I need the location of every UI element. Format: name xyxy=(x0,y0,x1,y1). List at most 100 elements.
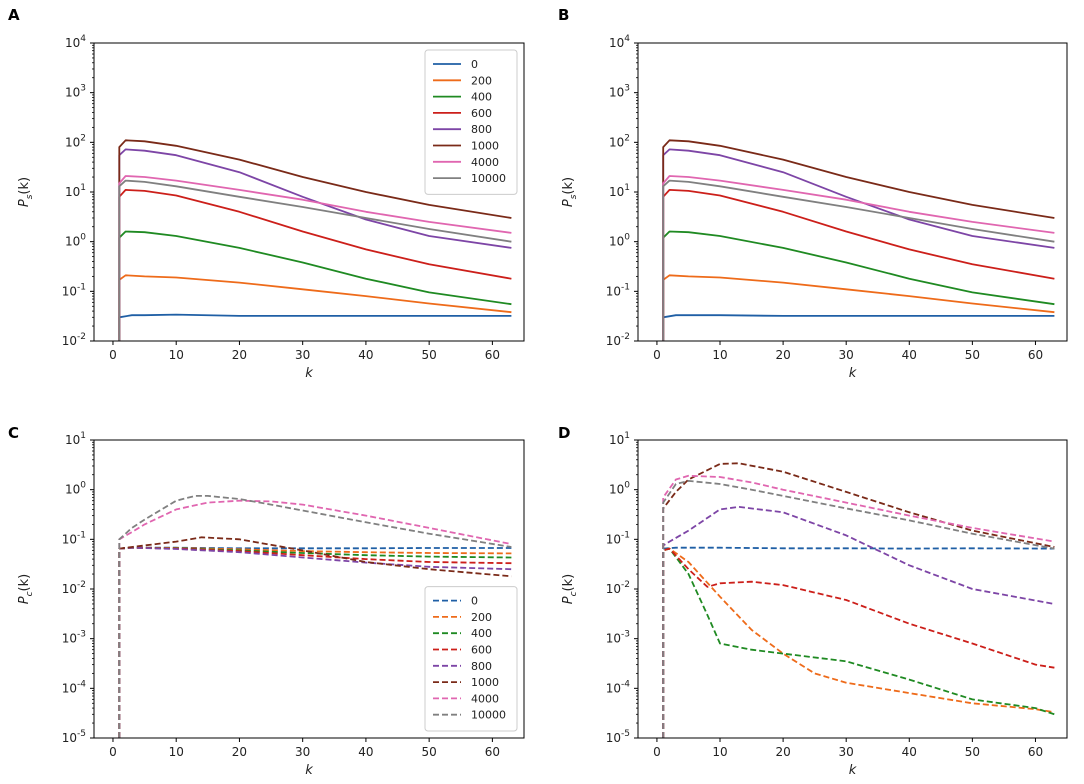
x-tick-label: 30 xyxy=(839,348,854,362)
legend-label-0: 0 xyxy=(471,58,478,71)
y-tick-label: 10-5 xyxy=(606,729,630,745)
y-tick-label: 101 xyxy=(65,431,86,447)
legend-label-600: 600 xyxy=(471,644,492,657)
series-group-c xyxy=(118,494,512,738)
y-tick-label: 101 xyxy=(609,183,630,199)
y-tick-label: 10-1 xyxy=(62,530,86,546)
x-tick-label: 60 xyxy=(485,348,500,362)
legend: 0 200 400 600 800 1000 4000 10000 xyxy=(424,49,518,195)
series-line-400 xyxy=(662,230,1055,341)
legend-label-800: 800 xyxy=(471,123,492,136)
x-axis-label: k xyxy=(849,763,857,778)
x-axis-label: k xyxy=(305,763,313,778)
y-axis-label: Ps(k) xyxy=(17,177,35,207)
legend-label-4000: 4000 xyxy=(471,156,499,169)
series-line-10000 xyxy=(662,179,1055,341)
legend-label-800: 800 xyxy=(471,660,492,673)
y-axis-label: Pc(k) xyxy=(561,574,579,604)
y-tick-label: 101 xyxy=(65,183,86,199)
x-tick-label: 60 xyxy=(485,745,500,759)
x-tick-label: 30 xyxy=(839,745,854,759)
legend-label-10000: 10000 xyxy=(471,172,506,185)
y-axis-label: Pc(k) xyxy=(17,574,35,604)
series-line-0 xyxy=(118,313,512,341)
x-tick-label: 20 xyxy=(232,348,247,362)
x-axis-label: k xyxy=(849,366,857,381)
panel-label-d: D xyxy=(558,424,570,442)
x-tick-label: 40 xyxy=(358,745,373,759)
series-group-d xyxy=(662,462,1055,738)
legend-label-200: 200 xyxy=(471,611,492,624)
legend-label-0: 0 xyxy=(471,595,478,608)
series-line-200 xyxy=(118,274,512,341)
x-tick-label: 10 xyxy=(712,348,727,362)
panel-a: A 0 10 20 30 40 50 60 10-2 10-1 100 101 102 103 104 k Ps… xyxy=(8,6,525,381)
y-tick-label: 10-3 xyxy=(606,630,630,646)
series-line-1000 xyxy=(662,462,1055,738)
y-tick-label: 102 xyxy=(65,133,86,149)
series-line-800 xyxy=(662,505,1055,738)
y-tick-label: 10-3 xyxy=(62,630,86,646)
x-tick-label: 30 xyxy=(295,745,310,759)
x-tick-label: 20 xyxy=(232,745,247,759)
y-tick-label: 10-2 xyxy=(606,580,630,596)
y-tick-label: 104 xyxy=(609,34,630,50)
series-line-600 xyxy=(662,188,1055,341)
x-tick-label: 10 xyxy=(169,745,184,759)
x-tick-label: 0 xyxy=(109,348,117,362)
x-tick-label: 50 xyxy=(422,348,437,362)
y-tick-label: 100 xyxy=(65,233,86,249)
legend-label-600: 600 xyxy=(471,107,492,120)
x-tick-label: 10 xyxy=(169,348,184,362)
x-tick-label: 40 xyxy=(902,348,917,362)
axes-frame xyxy=(637,439,1068,739)
legend-label-1000: 1000 xyxy=(471,676,499,689)
series-line-4000 xyxy=(118,499,512,738)
legend-label-200: 200 xyxy=(471,74,492,87)
y-tick-label: 10-4 xyxy=(62,679,87,695)
panel-d: D 0 10 20 30 40 50 60 10-5 10-4 10-3 10-2 10-1 100 101… xyxy=(558,424,1068,778)
series-line-10000 xyxy=(118,494,512,738)
x-tick-label: 50 xyxy=(965,348,980,362)
legend-label-10000: 10000 xyxy=(471,709,506,722)
panel-label-c: C xyxy=(8,424,19,442)
series-line-10000 xyxy=(118,179,512,341)
y-tick-label: 10-2 xyxy=(62,580,86,596)
y-tick-label: 100 xyxy=(609,233,630,249)
y-tick-label: 10-5 xyxy=(62,729,86,745)
series-line-10000 xyxy=(662,479,1055,738)
legend: 0 200 400 600 800 1000 4000 10000 xyxy=(424,586,518,732)
panel-label-a: A xyxy=(8,6,20,24)
y-tick-label: 103 xyxy=(65,84,86,100)
legend-label-1000: 1000 xyxy=(471,140,499,153)
y-tick-label: 10-2 xyxy=(62,332,86,348)
series-line-1000 xyxy=(662,139,1055,341)
legend-label-4000: 4000 xyxy=(471,692,499,705)
series-line-0 xyxy=(662,314,1055,341)
x-tick-label: 60 xyxy=(1028,745,1043,759)
legend-box xyxy=(424,49,518,195)
x-axis-label: k xyxy=(305,366,313,381)
legend-box xyxy=(424,586,518,732)
x-tick-label: 60 xyxy=(1028,348,1043,362)
series-line-800 xyxy=(118,148,512,341)
series-line-600 xyxy=(662,547,1055,738)
series-line-400 xyxy=(118,230,512,341)
legend-label-400: 400 xyxy=(471,91,492,104)
y-tick-label: 10-2 xyxy=(606,332,630,348)
series-line-4000 xyxy=(662,175,1055,341)
series-group-a xyxy=(118,139,512,341)
y-tick-label: 102 xyxy=(609,133,630,149)
series-line-400 xyxy=(662,547,1055,738)
panel-b: B 0 10 20 30 40 50 60 10-2 10-1 100 101 102 103 104 k Ps… xyxy=(558,6,1068,381)
series-line-1000 xyxy=(118,139,512,341)
x-tick-label: 50 xyxy=(965,745,980,759)
series-line-4000 xyxy=(662,474,1055,738)
x-tick-label: 20 xyxy=(775,745,790,759)
series-line-200 xyxy=(662,274,1055,341)
y-tick-label: 101 xyxy=(609,431,630,447)
y-tick-label: 10-1 xyxy=(62,282,86,298)
series-line-800 xyxy=(662,148,1055,341)
x-tick-label: 20 xyxy=(775,348,790,362)
